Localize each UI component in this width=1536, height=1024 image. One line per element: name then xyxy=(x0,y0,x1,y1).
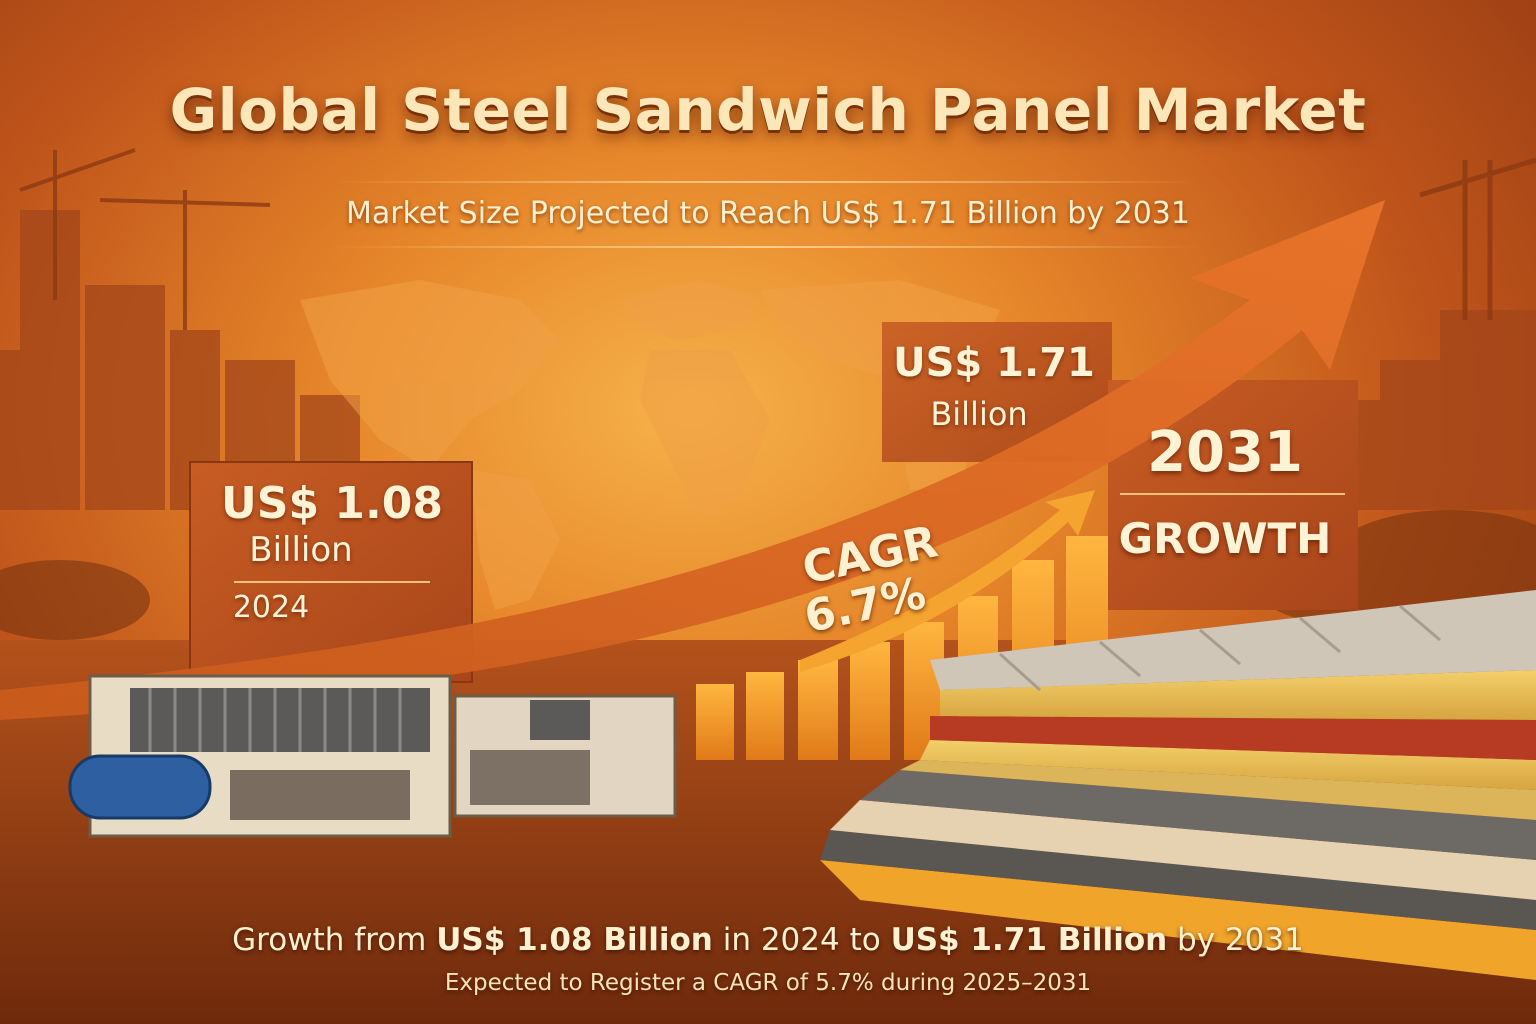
small-arrow xyxy=(800,490,1095,672)
page-title: Global Steel Sandwich Panel Market xyxy=(169,76,1367,144)
market-value-2024: US$ 1.08 xyxy=(221,478,443,529)
subtitle: Market Size Projected to Reach US$ 1.71 … xyxy=(346,196,1190,231)
crane-left xyxy=(19,148,271,330)
summary-end-value: US$ 1.71 Billion xyxy=(890,922,1168,958)
subtitle-divider xyxy=(330,246,1200,248)
sandwich-panel-stack xyxy=(820,590,1536,980)
hvac-unit-large xyxy=(68,674,452,838)
summary-suffix: by 2031 xyxy=(1167,922,1304,958)
crane-right xyxy=(1419,157,1536,320)
summary-prefix: Growth from xyxy=(232,922,437,958)
title-divider xyxy=(330,181,1200,183)
market-year-2024: 2024 xyxy=(232,590,310,625)
summary-mid: in 2024 to xyxy=(712,922,891,958)
market-unit-2031: Billion xyxy=(930,395,1028,433)
city-skyline-right xyxy=(1340,310,1536,510)
summary-start-value: US$ 1.08 Billion xyxy=(436,922,713,958)
growth-arrow xyxy=(0,200,1385,720)
market-value-2031: US$ 1.71 xyxy=(893,340,1095,386)
market-unit-2024: Billion xyxy=(249,530,353,570)
footnote: Expected to Register a CAGR of 5.7% duri… xyxy=(444,970,1092,996)
growth-label: GROWTH xyxy=(1118,514,1332,563)
hvac-unit-small xyxy=(453,694,677,818)
growth-year: 2031 xyxy=(1147,420,1303,485)
summary-line: Growth from US$ 1.08 Billion in 2024 to … xyxy=(0,922,1536,958)
